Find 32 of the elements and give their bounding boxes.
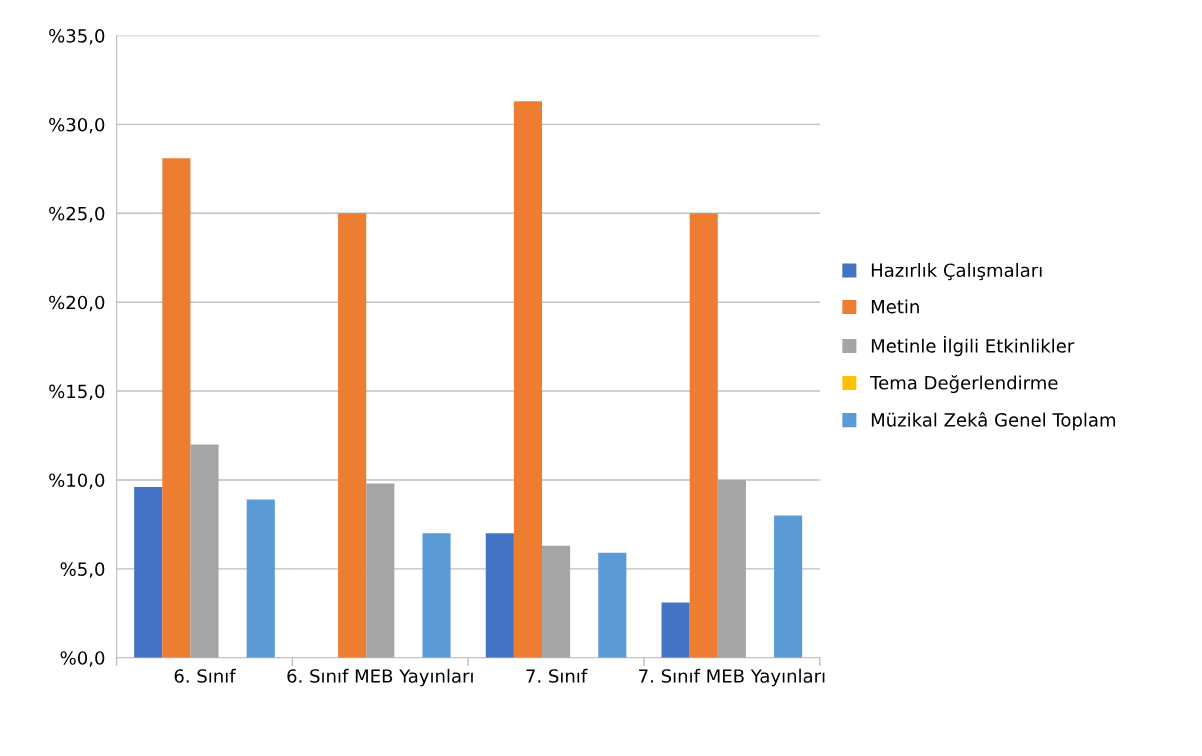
bar xyxy=(338,213,367,658)
y-tick-label: %35,0 xyxy=(49,28,105,45)
bar xyxy=(598,552,627,658)
x-tick-label: 7. Sınıf xyxy=(526,668,588,683)
legend-label: Tema Değerlendirme xyxy=(870,375,1058,394)
bar xyxy=(422,533,451,658)
x-tick-label: 6. Sınıf MEB Yayınları xyxy=(287,668,473,687)
y-tick-label: %30,0 xyxy=(49,117,105,134)
bar xyxy=(661,602,690,658)
legend-label: Metin xyxy=(871,299,919,314)
bar xyxy=(689,213,718,658)
y-tick-label: %5,0 xyxy=(60,562,105,578)
legend-label: Hazırlık Çalışmaları xyxy=(871,263,1042,281)
bar xyxy=(246,499,275,658)
bar xyxy=(190,444,219,658)
y-tick-label: %10,0 xyxy=(49,473,105,489)
legend-label: Metinle İlgili Etkinlikler xyxy=(871,335,1075,357)
y-tick-label: %0,0 xyxy=(60,651,105,667)
bar xyxy=(542,545,571,658)
x-tick-label: 7. Sınıf MEB Yayınları xyxy=(639,668,825,687)
y-tick-label: %20,0 xyxy=(49,295,105,312)
y-tick-label: %25,0 xyxy=(49,206,105,223)
bar xyxy=(774,515,803,658)
bar xyxy=(134,487,163,658)
bar xyxy=(162,158,191,658)
legend-label: Müzikal Zekâ Genel Toplam xyxy=(871,411,1116,431)
bar xyxy=(485,533,514,658)
bar xyxy=(513,101,543,658)
bar xyxy=(366,483,395,658)
y-tick-label: %15,0 xyxy=(49,384,105,401)
bar xyxy=(717,479,746,658)
x-tick-label: 6. Sınıf xyxy=(174,668,236,683)
